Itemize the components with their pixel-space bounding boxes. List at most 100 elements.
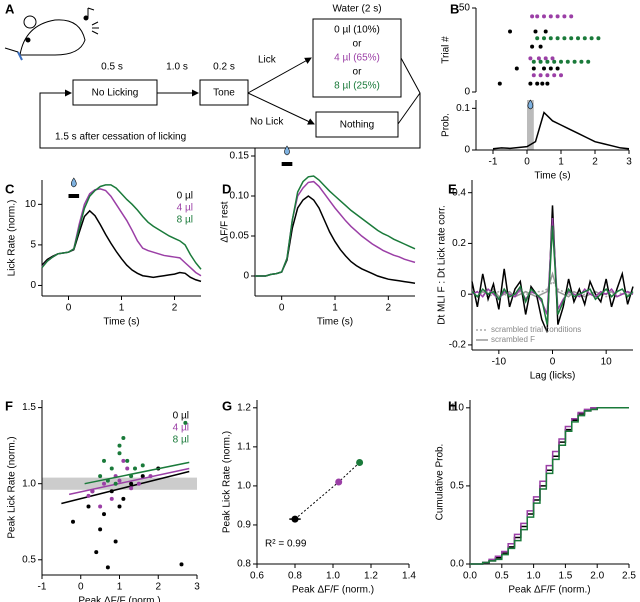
panel-label: B xyxy=(450,1,459,16)
data-point xyxy=(548,36,553,41)
data-point xyxy=(86,504,91,509)
data-line xyxy=(471,205,634,333)
y-tick-label: 0 xyxy=(464,87,470,98)
node-label: Nothing xyxy=(340,120,374,131)
data-line xyxy=(41,184,202,270)
y-axis-label: Dt MLI F : Dt Lick rate corr. xyxy=(437,205,448,324)
data-point xyxy=(109,496,114,501)
data-point xyxy=(125,466,130,471)
data-point xyxy=(531,59,536,64)
data-point xyxy=(582,36,587,41)
data-point xyxy=(542,66,546,71)
data-point xyxy=(543,29,548,34)
y-tick-label: 0.10 xyxy=(230,191,250,202)
edge-label: No Lick xyxy=(250,117,284,128)
data-point xyxy=(98,527,103,532)
legend-label: 8 µl xyxy=(173,435,189,446)
panel-label: D xyxy=(222,181,231,196)
data-point xyxy=(356,458,364,466)
data-line xyxy=(255,175,416,277)
y-tick-label: 50 xyxy=(459,3,471,14)
y-axis-label: Trial # xyxy=(441,36,452,64)
data-point xyxy=(542,14,546,19)
y-axis-label: Prob. xyxy=(441,113,452,137)
data-point xyxy=(552,59,557,64)
data-point xyxy=(528,56,533,61)
data-point xyxy=(121,458,126,463)
data-point xyxy=(536,56,541,61)
y-tick-label: 0 xyxy=(243,271,249,282)
x-axis-label: Peak ΔF/F (norm.) xyxy=(292,585,374,596)
x-tick-label: 0.8 xyxy=(288,571,302,582)
data-point xyxy=(508,29,512,34)
data-point xyxy=(538,44,543,49)
data-point xyxy=(543,56,548,61)
connecting-line xyxy=(294,462,360,520)
x-tick-label: 1.5 xyxy=(558,571,572,582)
y-tick-label: 0.1 xyxy=(456,103,470,114)
data-point xyxy=(572,59,577,64)
y-axis-label: Cumulative Prob. xyxy=(435,444,446,521)
data-point xyxy=(528,81,533,86)
node xyxy=(312,18,402,98)
edge-label: Lick xyxy=(258,55,277,66)
data-point xyxy=(531,66,536,71)
water-drop-icon xyxy=(71,177,77,188)
data-point xyxy=(530,14,535,19)
x-tick-label: 0 xyxy=(78,582,84,593)
data-point xyxy=(102,512,106,517)
x-tick-label: 3 xyxy=(626,157,632,168)
data-point xyxy=(102,481,106,486)
data-point xyxy=(71,519,75,524)
data-point xyxy=(179,562,184,567)
x-tick-label: 1.4 xyxy=(402,571,416,582)
panel-label: A xyxy=(5,1,15,16)
x-tick-label: 1 xyxy=(117,582,123,593)
y-tick-label: 0.9 xyxy=(237,520,251,531)
x-axis-label: Time (s) xyxy=(534,171,570,182)
data-point xyxy=(559,73,563,78)
node-label: or xyxy=(353,67,363,78)
data-point xyxy=(596,36,601,41)
y-tick-label: 0.5 xyxy=(450,481,464,492)
data-point xyxy=(530,44,535,49)
data-point xyxy=(335,478,343,486)
y-tick-label: 1.0 xyxy=(450,402,464,413)
data-point xyxy=(291,515,299,523)
data-line xyxy=(471,280,633,298)
edge-label: 0.5 s xyxy=(101,62,123,73)
data-point xyxy=(117,478,122,483)
y-tick-label: 0.15 xyxy=(230,151,250,162)
data-point xyxy=(535,81,540,86)
panel-label: F xyxy=(5,398,13,413)
fit-line xyxy=(84,461,190,485)
legend-label: scrambled F xyxy=(491,335,535,344)
y-tick-label: 1.5 xyxy=(22,402,36,413)
x-tick-label: 2 xyxy=(172,303,178,314)
x-tick-label: 0.0 xyxy=(463,571,477,582)
y-tick-label: 0.2 xyxy=(452,238,466,249)
legend-label: 0 µl xyxy=(173,411,189,422)
node-label: No Licking xyxy=(92,88,139,99)
data-line xyxy=(470,407,629,565)
data-point xyxy=(117,451,122,456)
data-point xyxy=(86,493,91,498)
edge-label: 1.5 s after cessation of licking xyxy=(55,132,186,143)
data-line xyxy=(492,111,630,150)
x-tick-label: 0 xyxy=(66,303,72,314)
data-point xyxy=(552,73,557,78)
x-tick-label: 1 xyxy=(558,157,564,168)
y-axis-label: Peak Lick Rate (norm.) xyxy=(7,436,18,538)
data-point xyxy=(140,474,145,479)
data-point xyxy=(555,14,560,19)
data-point xyxy=(565,59,570,64)
y-tick-label: 0 xyxy=(460,289,466,300)
legend-label: 0 µl xyxy=(177,191,193,202)
edge-label: 1.0 s xyxy=(166,62,188,73)
data-point xyxy=(121,436,126,441)
x-tick-label: 1 xyxy=(332,303,338,314)
data-point xyxy=(589,36,594,41)
data-point xyxy=(562,36,567,41)
data-point xyxy=(569,14,574,19)
data-point xyxy=(535,14,540,19)
